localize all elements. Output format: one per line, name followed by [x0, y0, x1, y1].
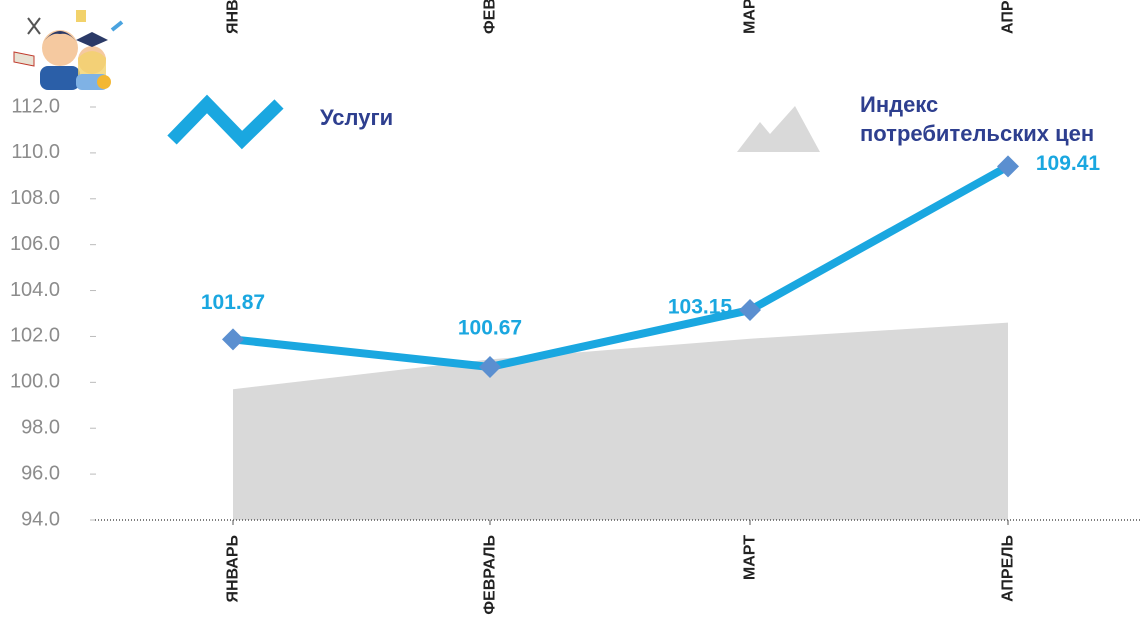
- page: 94.0 96.0 98.0 100.0 102.0 104.0 106.0 108.0 110…: [0, 0, 1140, 635]
- y-tick-label: 96.0: [21, 462, 60, 484]
- x-tick-label: ЯНВАРЬ: [225, 535, 242, 603]
- y-tick-label: 106.0: [10, 233, 60, 255]
- x-tick-label: МАРТ: [742, 535, 759, 580]
- y-tick-label: 98.0: [21, 417, 60, 439]
- y-tick-label: 104.0: [10, 279, 60, 301]
- data-label: 103.15: [668, 296, 733, 319]
- people-icon: [14, 10, 122, 90]
- y-tick-label: 112.0: [11, 95, 60, 117]
- legend-area-icon: [737, 106, 820, 152]
- x-tick-label: АПРЕЛЬ: [1000, 535, 1017, 602]
- data-label: 109.41: [1036, 152, 1101, 175]
- x-tick-label-top: МАРТ: [742, 0, 759, 34]
- x-tick-label-top: АПРЕЛЬ: [1000, 0, 1017, 34]
- data-label: 101.87: [201, 291, 265, 314]
- legend-line-icon: [172, 104, 279, 140]
- marker: [222, 328, 244, 350]
- y-tick-label: 108.0: [10, 187, 60, 209]
- data-label: 100.67: [458, 317, 522, 340]
- legend-label: Индекс потребительских цен: [860, 90, 1120, 148]
- x-tick-label: ФЕВРАЛЬ: [482, 535, 499, 615]
- x-tick-label-top: ЯНВАРЬ: [225, 0, 242, 34]
- y-tick-label: 94.0: [21, 508, 60, 530]
- legend-label: Услуги: [320, 103, 393, 132]
- x-tick-label-top: ФЕВРАЛЬ: [482, 0, 499, 34]
- y-tick-label: 100.0: [10, 371, 60, 393]
- y-tick-label: 102.0: [10, 325, 60, 347]
- y-tick-label: 110.0: [11, 141, 60, 163]
